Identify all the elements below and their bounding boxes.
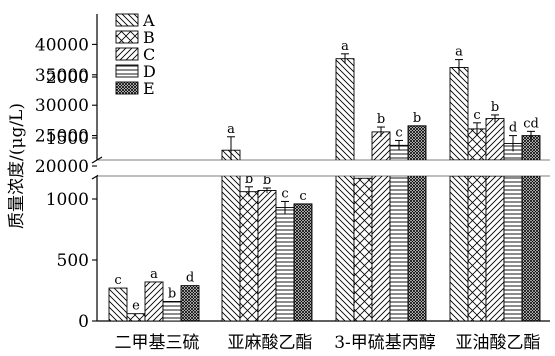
axis-break-band (98, 160, 550, 176)
legend-swatch (115, 64, 139, 78)
y-tick-label: 1000 (46, 190, 89, 210)
bar (275, 207, 295, 322)
significance-letter: c (473, 108, 480, 123)
y-tick-label: 30000 (35, 96, 89, 116)
bar-lower-segment (503, 175, 523, 322)
y-tick-label: 40000 (35, 35, 89, 55)
bar (257, 190, 277, 322)
bar (335, 58, 355, 322)
significance-letter: d (509, 121, 517, 136)
y-tick-label: 2000 (46, 68, 89, 88)
significance-letter: d (186, 271, 194, 286)
legend-swatch (115, 13, 139, 27)
y-tick-label: 20000 (35, 157, 89, 177)
bar (108, 287, 128, 322)
significance-letter: e (132, 299, 140, 314)
legend-label: C (143, 45, 155, 64)
x-category-label: 亚麻酸乙酯 (228, 333, 313, 353)
significance-letter: c (395, 125, 402, 140)
legend-label: A (142, 11, 155, 30)
significance-letter: b (413, 111, 421, 126)
bar-lower-segment (467, 175, 487, 322)
y-axis-label: 质量浓度/(μg/L) (7, 103, 27, 229)
significance-letter: cd (523, 116, 539, 131)
significance-letter: c (299, 189, 306, 204)
bar-lower-segment (485, 175, 505, 322)
legend-label: B (143, 28, 155, 47)
x-category-label: 二甲基三硫 (115, 333, 200, 353)
bar-upper-segment (449, 67, 469, 161)
significance-letter: b (168, 286, 176, 301)
significance-letter: b (491, 100, 499, 115)
significance-letter: c (114, 273, 121, 288)
legend-swatch (115, 30, 139, 44)
significance-letter: b (377, 112, 385, 127)
plot-area: 20000 25000 30000 35000 40000 0 500 1000 1500 200… (35, 11, 550, 353)
bar (407, 125, 427, 322)
legend-label: D (143, 62, 156, 81)
bar-lower-segment (521, 175, 541, 322)
y-tick-label: 1500 (46, 129, 89, 149)
x-category-label: 3-甲硫基丙醇 (334, 333, 436, 353)
x-category-label: 亚油酸乙酯 (456, 333, 541, 353)
significance-letter: b (245, 172, 253, 187)
significance-letter: a (227, 122, 235, 137)
legend-swatch (115, 81, 139, 95)
significance-letter: a (150, 267, 158, 282)
bar (239, 191, 259, 322)
bar-upper-segment (485, 118, 505, 161)
y-tick-label: 500 (57, 251, 89, 271)
significance-letter: c (281, 186, 288, 201)
y-tick-label: 25000 (35, 127, 89, 147)
bar (293, 203, 313, 322)
bar (144, 281, 164, 322)
bar-lower-segment (449, 175, 469, 322)
significance-letter: b (263, 173, 271, 188)
significance-letter: a (455, 45, 463, 60)
bar (162, 301, 182, 322)
bar (126, 313, 146, 322)
y-tick-label: 35000 (35, 66, 89, 86)
bar (180, 285, 200, 322)
y-tick-label: 0 (78, 312, 89, 332)
legend-swatch (115, 47, 139, 61)
significance-letter: a (341, 39, 349, 54)
legend-label: E (143, 79, 155, 98)
bar (353, 177, 373, 322)
